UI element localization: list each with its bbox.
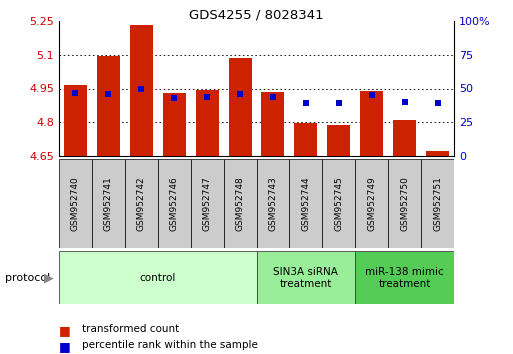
Bar <box>64 85 87 156</box>
Text: control: control <box>140 273 176 283</box>
Bar <box>262 92 285 156</box>
Text: GSM952747: GSM952747 <box>203 176 212 231</box>
Text: GSM952741: GSM952741 <box>104 176 113 231</box>
Bar <box>125 159 158 248</box>
Bar <box>360 91 383 156</box>
Text: GDS4255 / 8028341: GDS4255 / 8028341 <box>189 9 324 22</box>
Point <box>433 101 442 106</box>
Text: GSM952742: GSM952742 <box>137 176 146 231</box>
Text: GSM952749: GSM952749 <box>367 176 376 231</box>
Point <box>368 92 376 98</box>
Bar <box>59 251 256 304</box>
Point <box>170 95 179 101</box>
Point <box>401 99 409 105</box>
Bar <box>289 159 322 248</box>
Bar <box>355 159 388 248</box>
Text: GSM952748: GSM952748 <box>235 176 245 231</box>
Point <box>137 86 145 91</box>
Bar <box>92 159 125 248</box>
Text: GSM952750: GSM952750 <box>400 176 409 231</box>
Point <box>71 90 80 95</box>
Point <box>302 101 310 106</box>
Bar <box>355 251 454 304</box>
Text: ■: ■ <box>59 324 71 337</box>
Bar <box>393 120 416 156</box>
Text: percentile rank within the sample: percentile rank within the sample <box>82 340 258 350</box>
Text: miR-138 mimic
treatment: miR-138 mimic treatment <box>365 267 444 289</box>
Bar <box>256 251 355 304</box>
Bar <box>256 159 289 248</box>
Text: protocol: protocol <box>5 273 50 283</box>
Bar <box>97 56 120 156</box>
Text: SIN3A siRNA
treatment: SIN3A siRNA treatment <box>273 267 338 289</box>
Bar <box>224 159 256 248</box>
Bar <box>327 126 350 156</box>
Text: ■: ■ <box>59 340 71 353</box>
Bar <box>388 159 421 248</box>
Bar <box>228 58 251 156</box>
Bar <box>195 90 219 156</box>
Text: GSM952744: GSM952744 <box>301 176 310 231</box>
Point <box>334 101 343 106</box>
Point <box>236 91 244 97</box>
Bar <box>322 159 355 248</box>
Text: GSM952740: GSM952740 <box>71 176 80 231</box>
Bar <box>59 159 92 248</box>
Point <box>104 91 112 97</box>
Text: GSM952746: GSM952746 <box>170 176 179 231</box>
Point <box>269 94 277 99</box>
Bar <box>163 93 186 156</box>
Text: GSM952745: GSM952745 <box>334 176 343 231</box>
Bar <box>191 159 224 248</box>
Text: transformed count: transformed count <box>82 324 180 334</box>
Text: GSM952743: GSM952743 <box>268 176 278 231</box>
Bar <box>130 24 153 156</box>
Bar <box>426 151 449 156</box>
Text: GSM952751: GSM952751 <box>433 176 442 231</box>
Bar <box>294 123 318 156</box>
Point <box>203 94 211 99</box>
Bar <box>421 159 454 248</box>
Text: ▶: ▶ <box>44 272 53 284</box>
Bar <box>158 159 191 248</box>
